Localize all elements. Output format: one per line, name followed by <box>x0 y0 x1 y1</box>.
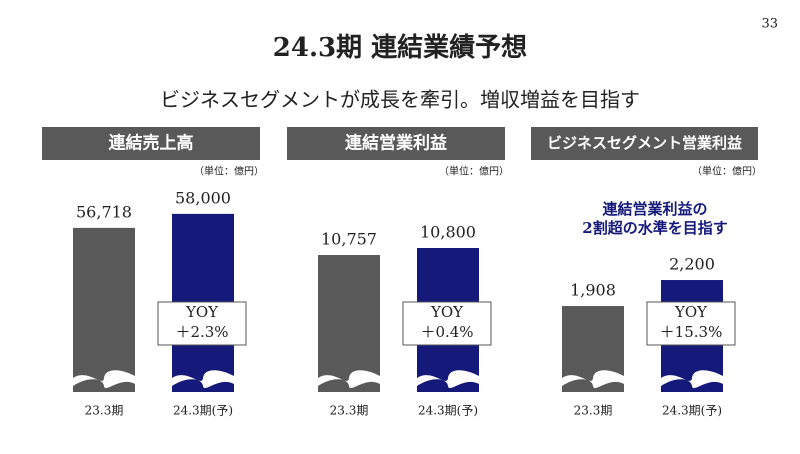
chart-header <box>531 127 758 160</box>
note: 2割超の水準を目指す <box>582 219 727 237</box>
yoy-text: ＋0.4% <box>420 323 473 341</box>
bar <box>318 255 380 392</box>
axis-break <box>661 370 723 389</box>
unit-label: （単位：億円） <box>439 165 509 178</box>
bar <box>73 227 135 392</box>
axis-break <box>562 370 624 389</box>
yoy-text: ＋15.3% <box>660 323 723 341</box>
x-tick-label: 24.3期(予) <box>662 404 722 418</box>
yoy-text: YOY <box>185 303 219 321</box>
yoy-text: ＋2.3% <box>175 323 228 341</box>
axis-break <box>318 370 380 389</box>
unit-label: （単位：億円） <box>692 165 762 178</box>
chart-title: 連結営業利益 <box>345 133 447 154</box>
chart-title: 連結売上高 <box>109 133 194 154</box>
yoy-box <box>157 301 247 346</box>
unit-label: （単位：億円） <box>194 165 264 178</box>
slide-title: 24.3期 連結業績予想 <box>273 32 527 63</box>
axis-break <box>172 370 234 389</box>
value-label: 10,757 <box>321 230 377 249</box>
yoy-text: YOY <box>430 303 464 321</box>
x-tick-label: 24.3期(予) <box>418 404 478 418</box>
value-label: 10,800 <box>420 223 476 242</box>
chart-title: ビジネスセグメント営業利益 <box>547 134 742 152</box>
yoy-text: YOY <box>674 303 708 321</box>
x-tick-label: 23.3期 <box>85 404 124 418</box>
x-tick-label: 24.3期(予) <box>173 404 233 418</box>
x-tick-label: 23.3期 <box>330 404 369 418</box>
value-label: 2,200 <box>669 255 715 274</box>
value-label: 1,908 <box>570 281 616 300</box>
note: 連結営業利益の <box>602 200 707 218</box>
yoy-box <box>646 301 736 346</box>
slide-subtitle: ビジネスセグメントが成長を牽引。増収増益を目指す <box>160 88 640 112</box>
value-label: 58,000 <box>175 188 231 207</box>
value-label: 56,718 <box>76 202 132 221</box>
chart-header <box>287 127 505 160</box>
chart-header <box>42 127 260 160</box>
axis-break <box>417 370 479 389</box>
axis-break <box>73 370 135 389</box>
page-number: 33 <box>761 17 778 32</box>
x-tick-label: 23.3期 <box>574 404 613 418</box>
yoy-box <box>402 301 492 346</box>
